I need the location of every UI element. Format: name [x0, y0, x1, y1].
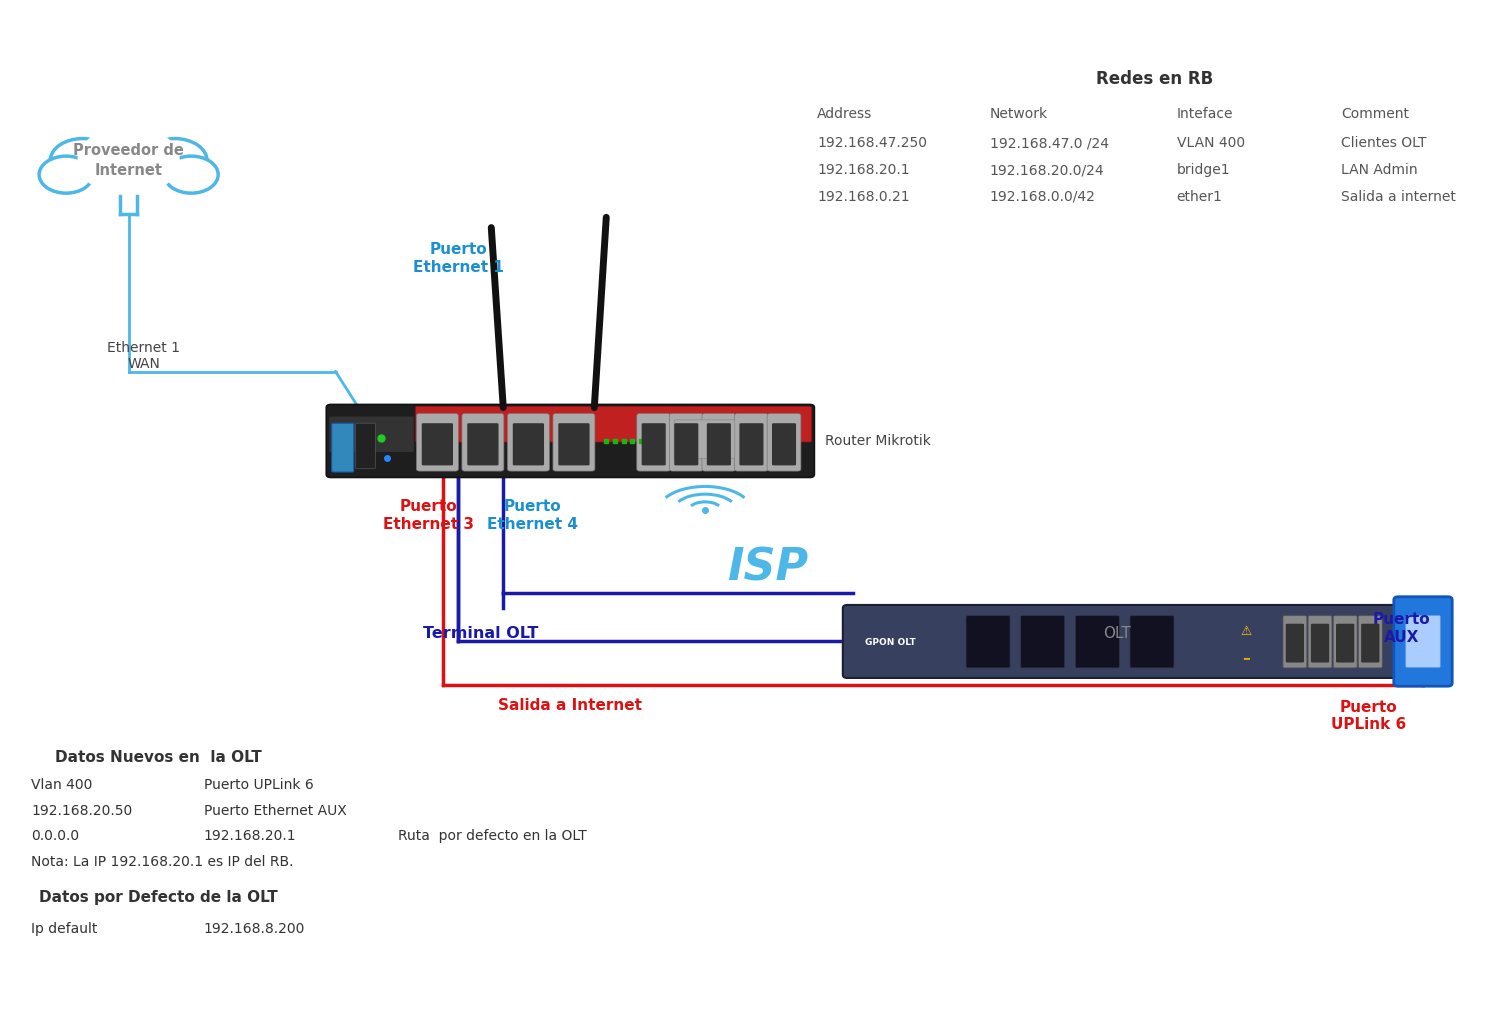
Text: Proveedor de
Internet: Proveedor de Internet [74, 143, 184, 178]
FancyBboxPatch shape [1130, 616, 1174, 668]
Text: 192.168.47.0 /24: 192.168.47.0 /24 [990, 136, 1108, 151]
FancyBboxPatch shape [416, 406, 812, 442]
FancyBboxPatch shape [330, 417, 414, 452]
FancyBboxPatch shape [513, 423, 544, 465]
FancyBboxPatch shape [332, 423, 354, 472]
Text: 192.168.20.50: 192.168.20.50 [32, 803, 132, 818]
Text: bridge1: bridge1 [1176, 163, 1230, 177]
FancyBboxPatch shape [669, 413, 704, 471]
Text: Salida a Internet: Salida a Internet [498, 698, 642, 713]
Circle shape [99, 152, 159, 192]
FancyBboxPatch shape [422, 423, 453, 465]
FancyBboxPatch shape [772, 423, 796, 465]
Text: Salida a internet: Salida a internet [1341, 190, 1456, 204]
Text: GPON OLT: GPON OLT [865, 638, 916, 647]
Bar [120, 193, 136, 217]
FancyBboxPatch shape [1406, 616, 1440, 667]
FancyBboxPatch shape [706, 423, 730, 465]
Text: Puerto Ethernet AUX: Puerto Ethernet AUX [204, 803, 346, 818]
FancyBboxPatch shape [1282, 616, 1306, 668]
Circle shape [88, 129, 170, 184]
Text: Inteface: Inteface [1176, 107, 1233, 122]
FancyBboxPatch shape [468, 423, 498, 465]
Circle shape [50, 138, 116, 182]
Circle shape [165, 156, 218, 193]
Text: Ip default: Ip default [32, 922, 98, 936]
FancyBboxPatch shape [735, 413, 768, 471]
Text: 192.168.0.21: 192.168.0.21 [818, 190, 910, 204]
FancyBboxPatch shape [740, 423, 764, 465]
Text: Nota: La IP 192.168.20.1 es IP del RB.: Nota: La IP 192.168.20.1 es IP del RB. [32, 855, 294, 869]
Text: Puerto
AUX: Puerto AUX [1372, 612, 1430, 644]
FancyBboxPatch shape [462, 413, 504, 471]
FancyBboxPatch shape [554, 413, 596, 471]
FancyBboxPatch shape [766, 413, 801, 471]
Text: ISP: ISP [728, 546, 809, 590]
FancyBboxPatch shape [1334, 616, 1358, 668]
FancyBboxPatch shape [1336, 624, 1354, 663]
FancyBboxPatch shape [674, 420, 735, 459]
FancyBboxPatch shape [1286, 624, 1304, 663]
Text: ether1: ether1 [1176, 190, 1222, 204]
FancyBboxPatch shape [638, 413, 670, 471]
Text: 192.168.20.1: 192.168.20.1 [818, 163, 910, 177]
Text: Puerto UPLink 6: Puerto UPLink 6 [204, 778, 314, 792]
FancyBboxPatch shape [1394, 597, 1452, 687]
Text: Datos Nuevos en  la OLT: Datos Nuevos en la OLT [56, 750, 262, 765]
Text: Ruta  por defecto en la OLT: Ruta por defecto en la OLT [398, 829, 586, 843]
FancyBboxPatch shape [1311, 624, 1329, 663]
Text: Redes en RB: Redes en RB [1095, 69, 1214, 88]
FancyBboxPatch shape [642, 423, 666, 465]
Text: ━: ━ [1244, 654, 1250, 663]
FancyBboxPatch shape [966, 616, 1010, 668]
Text: Clientes OLT: Clientes OLT [1341, 136, 1426, 151]
FancyBboxPatch shape [507, 413, 549, 471]
Text: Puerto
Ethernet 1: Puerto Ethernet 1 [413, 242, 504, 274]
FancyBboxPatch shape [1020, 616, 1065, 668]
Circle shape [78, 126, 180, 196]
FancyBboxPatch shape [558, 423, 590, 465]
FancyBboxPatch shape [1359, 616, 1382, 668]
Text: Puerto
Ethernet 3: Puerto Ethernet 3 [382, 499, 474, 532]
Text: Router Mikrotik: Router Mikrotik [825, 434, 930, 447]
Text: 0.0.0.0: 0.0.0.0 [32, 829, 80, 843]
Text: VLAN 400: VLAN 400 [1176, 136, 1245, 151]
Text: 192.168.20.1: 192.168.20.1 [204, 829, 296, 843]
FancyBboxPatch shape [674, 423, 699, 465]
FancyBboxPatch shape [356, 423, 375, 469]
Text: Ethernet 1
WAN: Ethernet 1 WAN [106, 341, 180, 371]
Text: Terminal OLT: Terminal OLT [423, 626, 538, 641]
Text: OLT: OLT [1102, 626, 1131, 641]
FancyBboxPatch shape [1076, 616, 1119, 668]
Circle shape [39, 156, 93, 193]
Text: 192.168.47.250: 192.168.47.250 [818, 136, 927, 151]
Text: 192.168.20.0/24: 192.168.20.0/24 [990, 163, 1104, 177]
Text: Comment: Comment [1341, 107, 1410, 122]
Text: Vlan 400: Vlan 400 [32, 778, 93, 792]
FancyBboxPatch shape [843, 605, 1398, 678]
Text: Network: Network [990, 107, 1047, 122]
Text: 192.168.0.0/42: 192.168.0.0/42 [990, 190, 1095, 204]
Text: 192.168.8.200: 192.168.8.200 [204, 922, 304, 936]
FancyBboxPatch shape [702, 413, 735, 471]
Circle shape [142, 138, 207, 182]
FancyBboxPatch shape [1360, 624, 1380, 663]
FancyBboxPatch shape [1308, 616, 1332, 668]
Text: Puerto
UPLink 6: Puerto UPLink 6 [1330, 700, 1406, 732]
Text: Puerto
Ethernet 4: Puerto Ethernet 4 [488, 499, 579, 532]
Text: Datos por Defecto de la OLT: Datos por Defecto de la OLT [39, 891, 278, 905]
Text: Address: Address [818, 107, 873, 122]
FancyBboxPatch shape [417, 413, 459, 471]
Text: LAN Admin: LAN Admin [1341, 163, 1418, 177]
Text: ⚠: ⚠ [1240, 625, 1252, 638]
FancyBboxPatch shape [327, 404, 815, 477]
